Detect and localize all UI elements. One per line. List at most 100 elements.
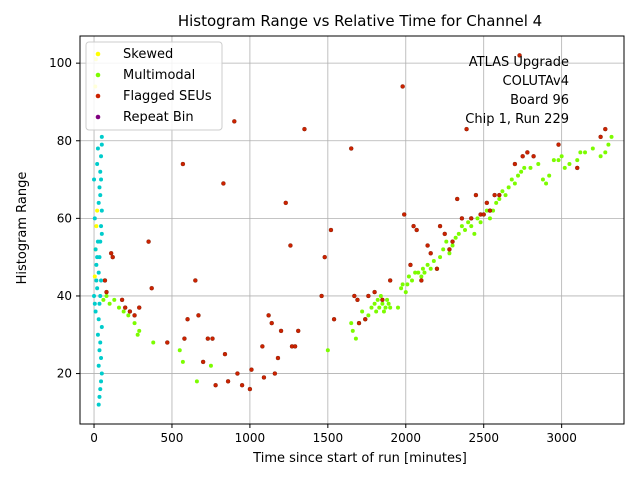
point-flagged-seus xyxy=(182,336,187,341)
point-multimodal xyxy=(403,290,408,295)
point-flagged-seus xyxy=(428,251,433,256)
point-flagged-seus xyxy=(419,278,424,283)
point-multimodal xyxy=(369,305,374,310)
point-flagged-seus xyxy=(372,289,377,295)
point-flagged-seus xyxy=(222,351,228,357)
point-multimodal xyxy=(540,177,545,182)
point-multimodal xyxy=(349,321,354,326)
point-flagged-seus xyxy=(272,371,278,376)
point-flagged-seus xyxy=(104,289,109,295)
point-flagged-seus xyxy=(146,239,151,244)
point-multimodal xyxy=(377,305,382,310)
point-multimodal xyxy=(420,266,425,271)
point-multimodal xyxy=(126,313,131,318)
x-tick-label: 1500 xyxy=(313,431,344,445)
y-tick-label: 60 xyxy=(57,211,72,225)
point-flagged-seus xyxy=(221,181,226,186)
legend-label-flagged-seus: Flagged SEUs xyxy=(123,89,212,104)
legend: Skewed Multimodal Flagged SEUs Repeat Bin xyxy=(85,41,223,131)
point-cyan xyxy=(93,309,98,314)
point-cyan xyxy=(98,169,103,174)
point-multimodal xyxy=(137,328,142,333)
point-multimodal xyxy=(544,181,549,186)
point-flagged-seus xyxy=(484,200,490,206)
point-multimodal xyxy=(353,336,358,341)
point-cyan xyxy=(96,363,101,368)
point-flagged-seus xyxy=(517,53,522,58)
point-flagged-seus xyxy=(349,146,354,151)
point-multimodal xyxy=(135,332,140,337)
point-multimodal xyxy=(121,309,126,314)
point-flagged-seus xyxy=(193,278,198,283)
point-multimodal xyxy=(463,228,468,232)
point-skewed xyxy=(94,224,99,229)
point-flagged-seus xyxy=(205,336,211,341)
point-cyan xyxy=(94,278,99,283)
point-cyan xyxy=(94,262,99,267)
point-flagged-seus xyxy=(411,223,416,229)
point-cyan xyxy=(98,193,103,198)
point-flagged-seus xyxy=(247,386,253,392)
point-multimodal xyxy=(406,274,411,279)
point-flagged-seus xyxy=(459,216,465,221)
legend-label-multimodal: Multimodal xyxy=(123,68,195,83)
point-multimodal xyxy=(386,301,391,306)
point-cyan xyxy=(99,356,104,361)
point-flagged-seus xyxy=(520,154,525,159)
point-flagged-seus xyxy=(266,313,271,318)
point-flagged-seus xyxy=(322,254,327,260)
point-multimodal xyxy=(603,150,608,155)
point-flagged-seus xyxy=(292,344,298,349)
point-multimodal xyxy=(503,193,508,198)
point-multimodal xyxy=(506,185,511,190)
legend-marker-multimodal xyxy=(95,72,101,78)
point-multimodal xyxy=(575,158,580,163)
point-cyan xyxy=(92,293,97,298)
point-multimodal xyxy=(413,270,418,275)
point-multimodal xyxy=(519,169,524,174)
point-multimodal xyxy=(491,208,496,213)
point-multimodal xyxy=(388,305,393,310)
chart-title: Histogram Range vs Relative Time for Cha… xyxy=(178,12,542,30)
point-flagged-seus xyxy=(525,150,530,155)
point-multimodal xyxy=(484,208,489,213)
point-flagged-seus xyxy=(575,165,580,171)
point-multimodal xyxy=(325,348,330,353)
point-flagged-seus xyxy=(213,383,218,388)
point-flagged-seus xyxy=(363,317,368,322)
point-cyan xyxy=(92,216,97,221)
point-multimodal xyxy=(422,270,427,275)
point-flagged-seus xyxy=(288,243,293,248)
point-cyan xyxy=(95,162,100,167)
point-cyan xyxy=(97,255,102,260)
legend-box xyxy=(85,41,223,131)
point-cyan xyxy=(99,142,104,147)
point-cyan xyxy=(99,224,104,229)
point-cyan xyxy=(99,134,104,139)
point-cyan xyxy=(95,286,100,291)
point-multimodal xyxy=(441,247,446,252)
point-cyan xyxy=(96,317,101,322)
point-flagged-seus xyxy=(278,328,284,334)
point-multimodal xyxy=(132,321,137,326)
legend-label-skewed: Skewed xyxy=(123,47,173,62)
point-flagged-seus xyxy=(473,192,479,198)
x-axis-label: Time since start of run [minutes] xyxy=(252,451,467,466)
point-multimodal xyxy=(606,142,611,147)
point-cyan xyxy=(95,332,100,337)
annotation-line: COLUTAv4 xyxy=(503,74,569,89)
point-cyan xyxy=(97,301,102,306)
point-flagged-seus xyxy=(331,317,337,322)
point-multimodal xyxy=(472,231,477,236)
point-multimodal xyxy=(400,282,405,287)
point-flagged-seus xyxy=(132,313,137,318)
point-flagged-seus xyxy=(481,212,486,217)
point-multimodal xyxy=(578,150,583,155)
point-flagged-seus xyxy=(492,192,497,198)
point-multimodal xyxy=(350,328,355,333)
point-multimodal xyxy=(104,293,109,298)
point-flagged-seus xyxy=(366,293,371,299)
point-multimodal xyxy=(494,200,499,205)
y-tick-label: 80 xyxy=(57,134,72,148)
